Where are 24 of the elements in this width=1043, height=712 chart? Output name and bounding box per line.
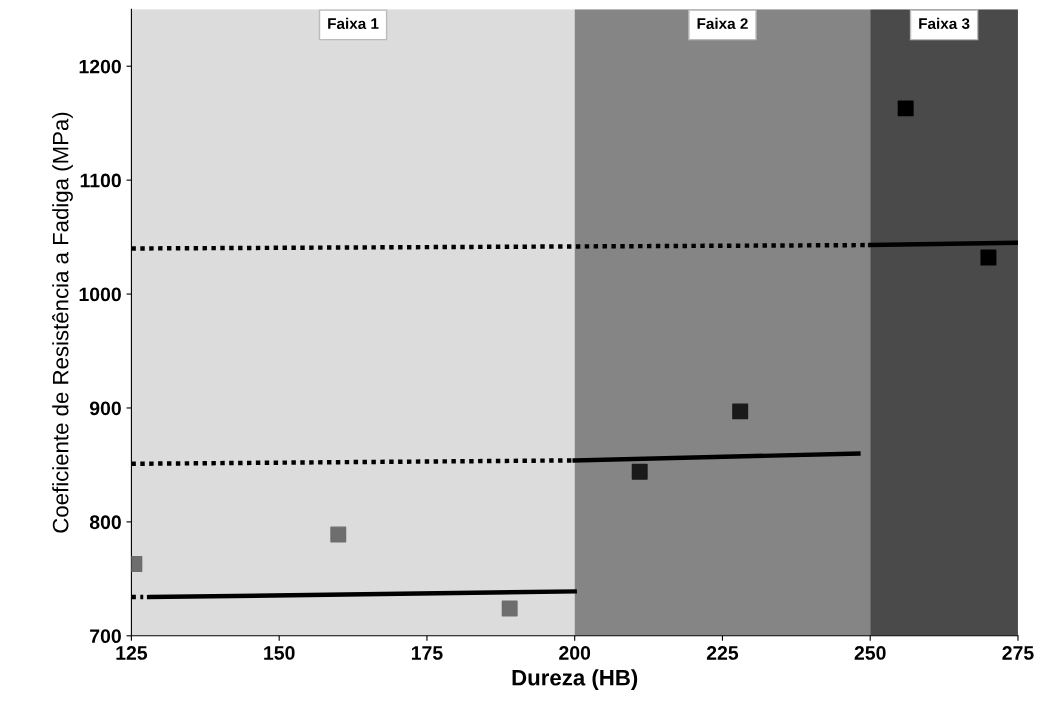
x-tick-label: 225 (706, 646, 739, 660)
band-label: Faixa 1 (328, 17, 379, 30)
point (897, 100, 914, 117)
y-tick-label: 800 (89, 515, 121, 530)
y-tick-label: 900 (89, 401, 121, 416)
x-tick-label: 150 (264, 646, 295, 660)
x-tick-label: 250 (854, 646, 886, 660)
band-label: Faixa 3 (919, 17, 970, 30)
x-tick-label: 125 (116, 646, 148, 660)
point (501, 600, 518, 617)
x-tick-label: 175 (411, 646, 443, 660)
y-tick-label: 700 (90, 629, 121, 644)
point (980, 249, 997, 266)
x-axis-title: Dureza (HB) (512, 669, 638, 690)
x-tick-label: 275 (1002, 646, 1034, 660)
x-tick-label: 200 (559, 646, 591, 660)
y-tick-label: 1000 (79, 287, 121, 302)
point (732, 403, 749, 420)
point (631, 463, 648, 480)
y-axis-title: Coeficiente de Resistência a Fadiga (MPa) (52, 112, 73, 533)
y-tick-label: 1200 (79, 59, 121, 74)
y-tick-label: 1100 (80, 173, 121, 188)
band-label: Faixa 2 (697, 17, 748, 30)
point (330, 526, 347, 543)
